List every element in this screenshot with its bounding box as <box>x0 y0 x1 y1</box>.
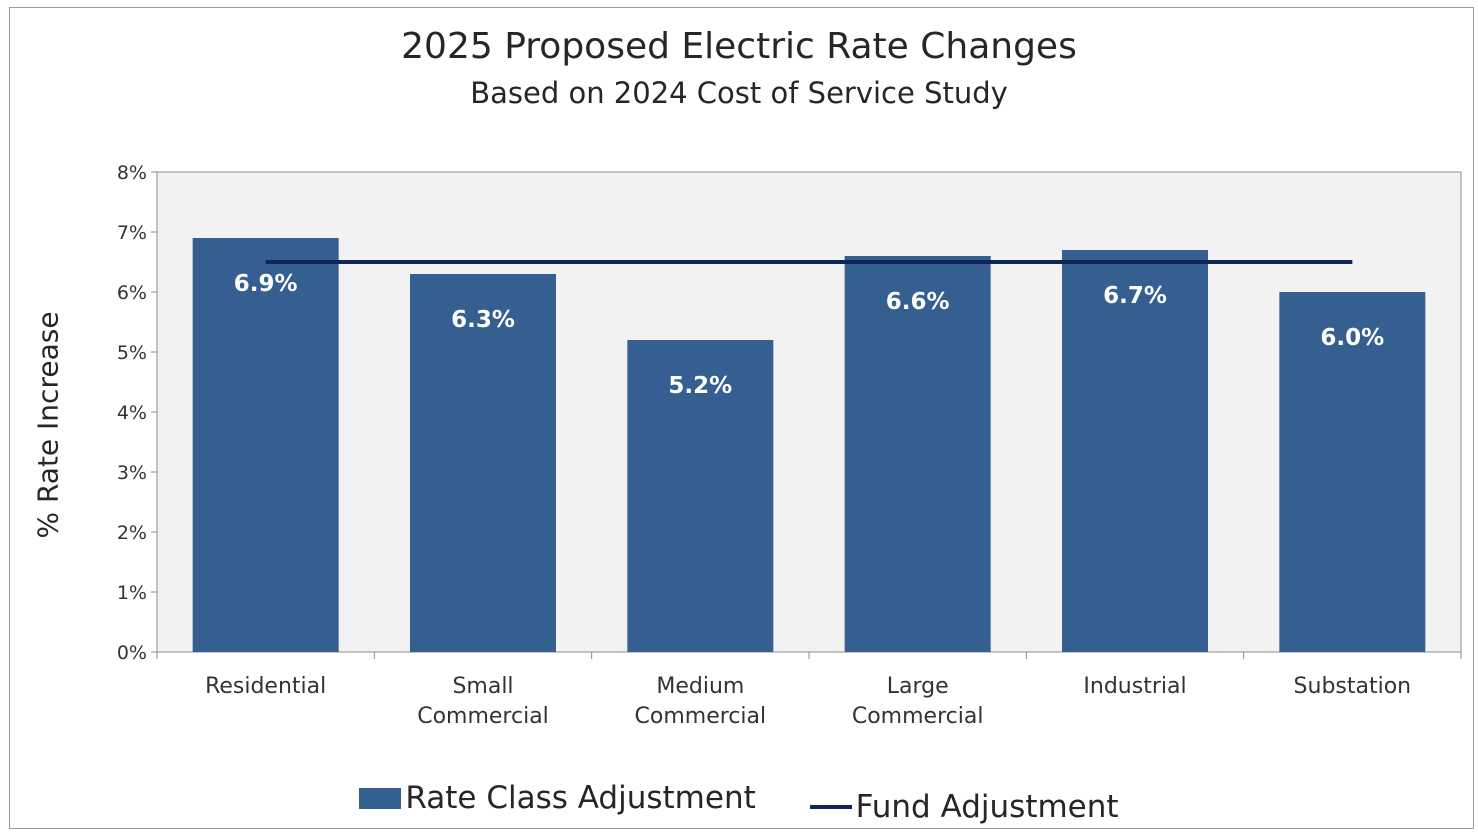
data-label-3: 6.6% <box>886 289 950 315</box>
y-tick-label: 6% <box>117 282 147 304</box>
legend-label-fund: Fund Adjustment <box>855 788 1119 825</box>
plot-area <box>156 171 1462 653</box>
category-label-4: Industrial <box>1083 674 1186 699</box>
y-tick-label: 1% <box>117 582 147 604</box>
bar-5 <box>1279 292 1426 652</box>
category-label-1: Commercial <box>417 704 549 729</box>
chart-subtitle: Based on 2024 Cost of Service Study <box>470 76 1008 110</box>
y-tick-label: 2% <box>117 522 147 544</box>
y-tick-label: 5% <box>117 342 147 364</box>
data-label-1: 6.3% <box>451 307 515 333</box>
category-label-1: Small <box>452 674 513 699</box>
bar-2 <box>627 340 774 652</box>
data-label-4: 6.7% <box>1103 283 1167 309</box>
legend-item-rate-class: Rate Class Adjustment <box>359 780 756 816</box>
legend: Rate Class Adjustment Fund Adjustment <box>0 780 1478 825</box>
chart-title: 2025 Proposed Electric Rate Changes <box>401 26 1077 67</box>
category-label-2: Medium <box>656 674 744 699</box>
y-tick-label: 0% <box>117 642 147 664</box>
data-label-0: 6.9% <box>234 271 298 297</box>
data-label-5: 6.0% <box>1320 325 1384 351</box>
category-label-0: Residential <box>205 674 326 699</box>
data-label-2: 5.2% <box>668 373 732 399</box>
legend-bar-swatch <box>359 787 402 809</box>
legend-line-swatch <box>809 804 852 809</box>
category-label-2: Commercial <box>635 704 767 729</box>
bar-4 <box>1062 250 1208 652</box>
legend-label-rate-class: Rate Class Adjustment <box>405 780 756 816</box>
legend-item-fund: Fund Adjustment <box>809 788 1119 825</box>
bar-1 <box>410 274 556 652</box>
y-tick-label: 3% <box>117 462 147 484</box>
category-label-5: Substation <box>1294 674 1412 699</box>
bar-0 <box>192 238 339 652</box>
y-tick-label: 7% <box>117 222 147 244</box>
category-label-3: Commercial <box>852 704 984 729</box>
y-tick-label: 4% <box>117 402 147 424</box>
category-label-3: Large <box>887 674 949 699</box>
bar-3 <box>844 256 991 652</box>
y-tick-label: 8% <box>117 162 147 184</box>
